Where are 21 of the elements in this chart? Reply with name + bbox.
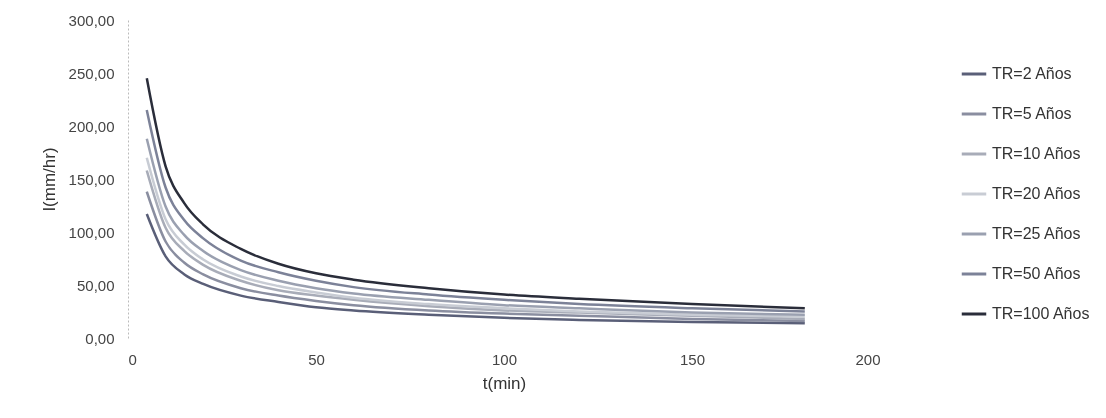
x-tick-label: 200 bbox=[855, 350, 881, 368]
legend-label: TR=50 Años bbox=[992, 265, 1081, 282]
x-tick-label: 150 bbox=[679, 350, 706, 368]
y-tick-label: 100,00 bbox=[68, 223, 115, 241]
legend-label: TR=10 Años bbox=[992, 145, 1081, 162]
x-axis-title: t(min) bbox=[482, 373, 527, 393]
legend-label: TR=100 Años bbox=[992, 305, 1090, 322]
y-axis-title: I(mm/hr) bbox=[39, 147, 59, 212]
x-tick-label: 100 bbox=[491, 350, 518, 368]
y-tick-label: 300,00 bbox=[68, 11, 115, 29]
legend-label: TR=5 Años bbox=[992, 105, 1072, 122]
y-tick-label: 50,00 bbox=[76, 276, 115, 294]
legend-label: TR=2 Años bbox=[992, 65, 1072, 82]
x-tick-label: 0 bbox=[128, 350, 137, 368]
y-tick-label: 200,00 bbox=[68, 117, 115, 135]
x-tick-label: 50 bbox=[308, 350, 325, 368]
y-tick-label: 0,00 bbox=[85, 329, 115, 347]
y-tick-label: 150,00 bbox=[68, 170, 115, 188]
legend-label: TR=25 Años bbox=[992, 225, 1081, 242]
y-tick-label: 250,00 bbox=[68, 64, 115, 82]
legend-label: TR=20 Años bbox=[992, 185, 1081, 202]
